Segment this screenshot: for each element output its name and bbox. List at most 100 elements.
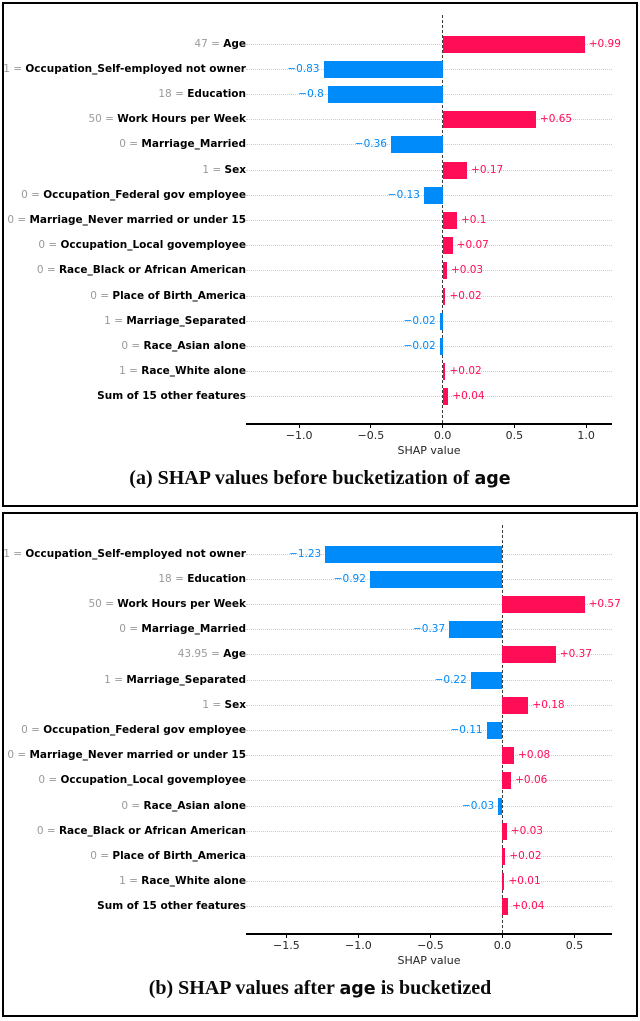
feature-name: Occupation_Federal gov employee xyxy=(43,188,246,201)
feature-value: 0 = xyxy=(121,799,144,812)
feature-row-label: 0 = Marriage_Married xyxy=(119,132,246,157)
feature-row-label: 1 = Sex xyxy=(202,158,246,183)
feature-row-label: 0 = Occupation_Federal gov employee xyxy=(21,718,246,743)
feature-row-label: 0 = Occupation_Local govemployee xyxy=(38,768,246,793)
feature-value: 0 = xyxy=(21,723,44,736)
shap-value-label: +0.65 xyxy=(539,113,573,126)
feature-row-label: 0 = Marriage_Married xyxy=(119,617,246,642)
feature-name: Occupation_Local govemployee xyxy=(60,239,246,252)
shap-bar xyxy=(502,873,505,891)
plot-area: SHAP value +0.99 −0.83 −0.8 +0.65 −0.36 +0.17… xyxy=(246,4,621,464)
axis-tick-label: −0.5 xyxy=(357,429,385,442)
axis-tick-label: 1.0 xyxy=(577,429,595,442)
shap-bar xyxy=(470,671,503,689)
axis-tick-label: 0.0 xyxy=(493,939,512,952)
shap-value-label: +0.08 xyxy=(518,749,551,762)
shap-bar xyxy=(323,60,443,78)
row-gridline xyxy=(246,603,612,605)
row-gridline xyxy=(246,169,612,171)
feature-value: 18 = xyxy=(158,87,188,100)
shap-bar xyxy=(442,161,468,179)
plot-area: SHAP value −1.23 −0.92 +0.57 −0.37 +0.37 −0.2… xyxy=(246,514,621,974)
row-gridline xyxy=(246,679,612,681)
feature-value: 43.95 = xyxy=(177,648,224,661)
feature-row-label: 0 = Race_Black or African American xyxy=(37,819,246,844)
shap-value-label: +0.1 xyxy=(460,213,487,226)
feature-row-label: 1 = Occupation_Self-employed not owner xyxy=(3,542,246,567)
feature-row-label: 0 = Place of Birth_America xyxy=(90,844,246,869)
feature-value: 0 = xyxy=(90,849,113,862)
caption-text: is bucketized xyxy=(375,977,492,999)
shap-value-label: +0.04 xyxy=(452,390,485,403)
feature-value: 1 = xyxy=(3,62,26,75)
axis-tick-label: 0.5 xyxy=(565,939,584,952)
axis-tick xyxy=(370,424,372,428)
feature-value: 1 = xyxy=(104,673,127,686)
shap-value-label: +0.02 xyxy=(509,849,542,862)
shap-value-label: −0.36 xyxy=(354,138,387,151)
row-gridline xyxy=(246,881,612,883)
shap-bar xyxy=(486,721,503,739)
axis-tick xyxy=(357,934,359,938)
feature-value: 1 = xyxy=(202,163,225,176)
shap-bar xyxy=(502,747,514,765)
row-gridline xyxy=(246,830,612,832)
feature-row-label: 1 = Race_White alone xyxy=(119,869,246,894)
panel-caption: (b) SHAP values after age is bucketized xyxy=(4,977,636,1000)
shap-bar xyxy=(423,186,443,204)
shap-value-label: +0.03 xyxy=(450,264,484,277)
shap-bar xyxy=(442,363,446,381)
shap-value-label: −0.92 xyxy=(333,572,366,585)
row-gridline xyxy=(246,119,612,121)
feature-name: Work Hours per Week xyxy=(117,597,246,610)
feature-value: 0 = xyxy=(90,289,113,302)
feature-name: Work Hours per Week xyxy=(117,113,246,126)
shap-panel-after-bucketization: SHAP value −1.23 −0.92 +0.57 −0.37 +0.37 −0.2… xyxy=(2,512,638,1017)
axis-tick-label: 0.5 xyxy=(505,429,524,442)
shap-value-label: +0.99 xyxy=(588,37,621,50)
caption-code-word: age xyxy=(474,469,511,489)
feature-name: Age xyxy=(223,648,246,661)
axis-tick xyxy=(585,424,587,428)
feature-name: Race_Black or African American xyxy=(58,824,246,837)
shap-value-label: +0.01 xyxy=(508,875,541,888)
axis-tick-label: −1.0 xyxy=(345,939,372,952)
feature-name: Sum of 15 other features xyxy=(97,390,246,403)
x-axis-line xyxy=(246,423,612,425)
feature-value: 0 = xyxy=(36,824,59,837)
row-gridline xyxy=(246,345,612,347)
shap-bar xyxy=(442,35,585,53)
feature-name: Education xyxy=(187,87,246,100)
feature-value: 0 = xyxy=(21,188,44,201)
feature-name: Occupation_Local govemployee xyxy=(60,774,246,787)
row-gridline xyxy=(246,755,612,757)
feature-name: Race_White alone xyxy=(141,875,246,888)
shap-bar xyxy=(442,262,447,280)
row-gridline xyxy=(246,855,612,857)
shap-value-label: −0.37 xyxy=(412,623,446,636)
axis-tick xyxy=(513,424,515,428)
feature-name: Occupation_Self-employed not owner xyxy=(25,62,246,75)
shap-value-label: +0.02 xyxy=(449,289,482,302)
caption-text: (b) SHAP values after xyxy=(148,977,340,999)
shap-value-label: −0.13 xyxy=(387,188,420,201)
feature-name: Occupation_Federal gov employee xyxy=(43,723,246,736)
shap-panel-before-bucketization: SHAP value +0.99 −0.83 −0.8 +0.65 −0.36 +0.17… xyxy=(2,2,638,507)
feature-value: 47 = xyxy=(194,37,224,50)
panel-caption: (a) SHAP values before bucketization of … xyxy=(4,467,636,490)
feature-name: Race_Black or African American xyxy=(58,264,246,277)
shap-value-label: +0.57 xyxy=(588,597,621,610)
feature-name: Race_White alone xyxy=(141,365,246,378)
shap-bar xyxy=(502,822,507,840)
shap-bar xyxy=(439,337,443,355)
axis-tick-label: −1.5 xyxy=(272,939,300,952)
feature-value: 18 = xyxy=(158,572,188,585)
feature-row-label: 1 = Race_White alone xyxy=(119,359,246,384)
feature-value: 0 = xyxy=(7,213,30,226)
feature-name: Race_Asian alone xyxy=(143,339,246,352)
row-gridline xyxy=(246,219,612,221)
feature-row-label: 0 = Race_Asian alone xyxy=(121,334,246,359)
feature-row-label: 50 = Work Hours per Week xyxy=(88,107,246,132)
caption-code-word: age xyxy=(339,979,376,999)
shap-value-label: +0.02 xyxy=(449,365,482,378)
